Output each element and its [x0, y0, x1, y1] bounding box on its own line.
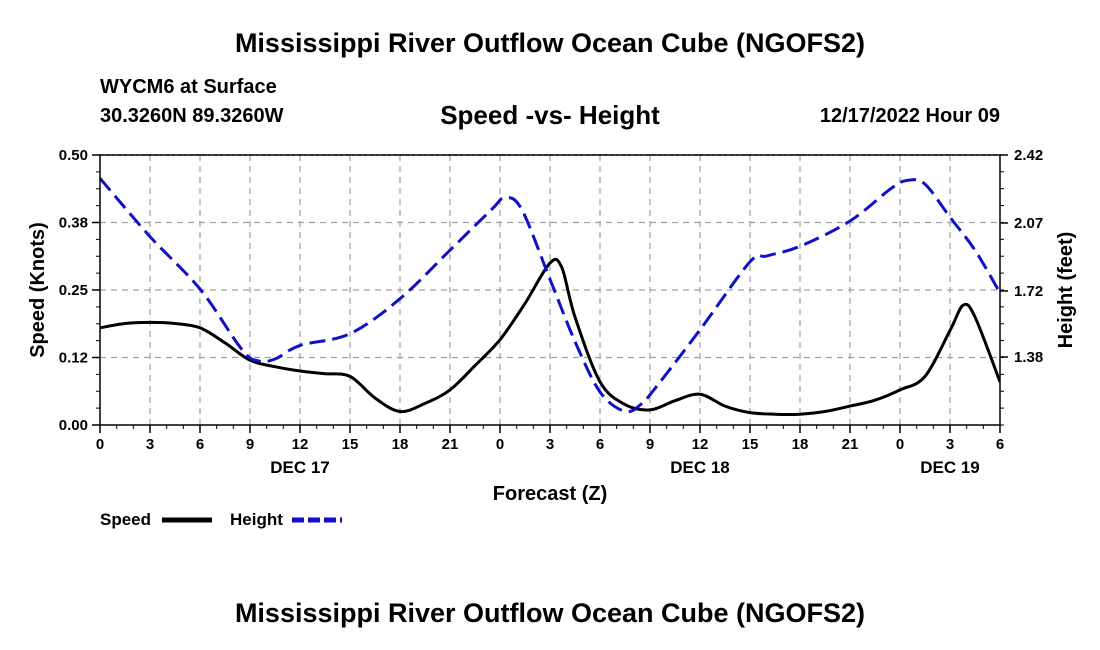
grid — [100, 154, 1000, 425]
x-tick-label: 0 — [96, 436, 104, 453]
x-tick-label: 0 — [496, 436, 504, 453]
y-tick-label: 0.50 — [59, 147, 88, 164]
x-tick-label: 3 — [546, 436, 554, 453]
chart-title: Mississippi River Outflow Ocean Cube (NG… — [234, 28, 866, 58]
x-tick-label: 6 — [596, 436, 604, 453]
x-tick-label: 3 — [946, 436, 954, 453]
day-label: DEC 18 — [670, 458, 730, 477]
x-tick-label: 15 — [342, 436, 359, 453]
y-tick-label: 0.38 — [59, 215, 88, 232]
day-label: DEC 19 — [920, 458, 980, 477]
legend-height-label: Height — [230, 510, 283, 529]
x-tick-label: 9 — [246, 436, 254, 453]
x-tick-label: 3 — [146, 436, 154, 453]
day-label: DEC 17 — [270, 458, 330, 477]
x-tick-label: 21 — [842, 436, 859, 453]
y-tick-label: 0.25 — [59, 282, 88, 299]
height-series-line — [100, 177, 1000, 414]
y-tick-label: 0.12 — [59, 350, 88, 367]
speed-series-line — [100, 257, 1000, 416]
forecast-datestamp: 12/17/2022 Hour 09 — [819, 105, 1000, 127]
x-tick-label: 9 — [646, 436, 654, 453]
x-tick-label: 6 — [196, 436, 204, 453]
x-tick-label: 18 — [792, 436, 809, 453]
y2-axis-label: Height (feet) — [1055, 232, 1077, 349]
y2-tick-label: 2.07 — [1014, 215, 1043, 232]
y-tick-label: 0.00 — [59, 417, 88, 434]
y-axis-label: Speed (Knots) — [27, 222, 49, 358]
axes: 0 3 6 9 12 15 18 21 0 3 6 9 12 15 18 21 0 3 6 0.00 0.12 0.25 0… — [59, 147, 1043, 477]
x-tick-label: 0 — [896, 436, 904, 453]
x-tick-label: 21 — [442, 436, 459, 453]
x-tick-label: 12 — [292, 436, 309, 453]
x-tick-label: 6 — [996, 436, 1004, 453]
legend-speed-label: Speed — [100, 510, 151, 529]
footer-title: Mississippi River Outflow Ocean Cube (NG… — [234, 598, 866, 628]
x-axis-label: Forecast (Z) — [493, 483, 607, 505]
y2-tick-label: 2.42 — [1014, 147, 1043, 164]
x-tick-label: 18 — [392, 436, 409, 453]
series-layer — [100, 177, 1000, 416]
coordinates-label: 30.3260N 89.3260W — [100, 105, 284, 127]
station-label: WYCM6 at Surface — [100, 76, 277, 98]
x-tick-label: 12 — [692, 436, 709, 453]
y2-tick-label: 1.72 — [1014, 283, 1043, 300]
x-tick-label: 15 — [742, 436, 759, 453]
legend: Speed Height — [100, 510, 342, 529]
y2-tick-label: 1.38 — [1014, 349, 1043, 366]
chart-subtitle: Speed -vs- Height — [440, 100, 660, 130]
